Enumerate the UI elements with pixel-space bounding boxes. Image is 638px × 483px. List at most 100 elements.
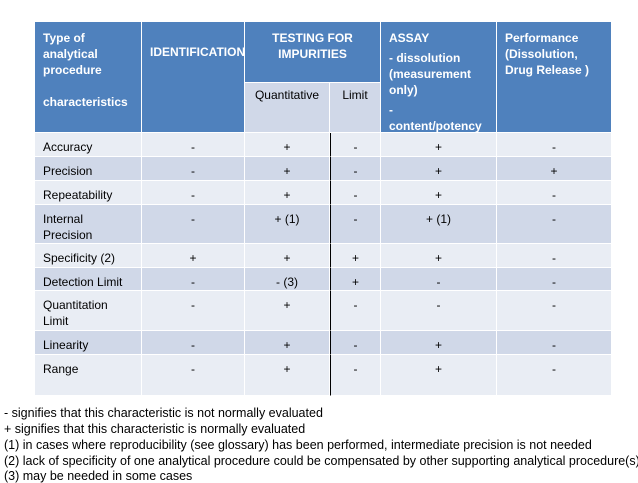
body-cell: - [330, 291, 381, 331]
cell-text: + (1) [274, 212, 300, 226]
body-cell: + [381, 331, 497, 355]
cell-text: - [353, 188, 358, 202]
cell-text: - [353, 164, 358, 178]
cell-text: - [191, 212, 195, 226]
body-cell: Internal Precision [35, 205, 142, 244]
body-cell: + [245, 331, 330, 355]
body-cell: + [245, 355, 330, 396]
cell-text: + [283, 164, 291, 178]
cell-text: - [436, 298, 441, 312]
cell-text: + [351, 275, 359, 289]
subheader-cell: Limit [330, 83, 381, 133]
cell-text: IDENTIFICATION [150, 45, 246, 59]
cell-text: - [552, 275, 556, 289]
body-cell: Linearity [35, 331, 142, 355]
cell-text: TESTING FOR IMPURITIES [272, 31, 353, 61]
body-cell: - [330, 331, 381, 355]
body-cell: + [497, 157, 612, 181]
body-cell: - [497, 205, 612, 244]
body-cell: - [330, 181, 381, 205]
body-cell: - [142, 181, 245, 205]
cell-text: - [191, 188, 195, 202]
body-cell: - [497, 244, 612, 268]
cell-text: + [434, 164, 442, 178]
body-cell: Range [35, 355, 142, 396]
cell-text: - [552, 251, 556, 265]
footnote: (1) in cases where reproducibility (see … [4, 438, 592, 452]
footnote: - signifies that this characteristic is … [4, 406, 323, 420]
cell-text: - [191, 164, 195, 178]
body-cell: - [497, 291, 612, 331]
cell-text: + [434, 140, 442, 154]
body-cell: + (1) [381, 205, 497, 244]
cell-text: Quantitative [254, 88, 320, 102]
body-cell: Quantitation Limit [35, 291, 142, 331]
body-cell: + [381, 244, 497, 268]
cell-text: - [353, 298, 358, 312]
cell-text: Range [43, 362, 79, 376]
cell-text: - [191, 338, 195, 352]
cell-text: + [434, 188, 442, 202]
cell-text: - [552, 188, 556, 202]
header-cell: TESTING FOR IMPURITIES [245, 22, 381, 83]
cell-text: - [436, 275, 441, 289]
body-cell: Specificity (2) [35, 244, 142, 268]
cell-text: - [552, 362, 556, 376]
body-cell: + [330, 268, 381, 291]
footnote: (2) lack of specificity of one analytica… [4, 454, 638, 468]
cell-text: + [434, 362, 442, 376]
cell-text: + [351, 251, 359, 265]
cell-text: Repeatability [43, 188, 113, 202]
body-cell: Accuracy [35, 133, 142, 157]
header-cell: ASSAY - dissolution (measurement only) - c… [381, 22, 497, 133]
cell-text: - dissolution (measurement only) [389, 51, 472, 97]
cell-text: Precision [43, 164, 93, 178]
cell-text: + [550, 164, 558, 178]
body-cell: + [245, 157, 330, 181]
body-cell: + [381, 355, 497, 396]
body-cell: - [330, 205, 381, 244]
body-cell: - [497, 355, 612, 396]
body-cell: + [330, 244, 381, 268]
cell-text: + (1) [425, 212, 451, 226]
cell-text: Specificity (2) [43, 251, 116, 265]
body-cell: - [142, 291, 245, 331]
body-cell: - [330, 157, 381, 181]
cell-text: characteristics [43, 95, 128, 109]
body-cell: + (1) [245, 205, 330, 244]
header-cell: IDENTIFICATION [142, 22, 245, 133]
cell-text: - [191, 298, 195, 312]
body-cell: + [245, 291, 330, 331]
cell-text: - [191, 275, 195, 289]
body-cell: - [497, 133, 612, 157]
cell-text: - [552, 212, 556, 226]
subheader-cell: Quantitative [245, 83, 330, 133]
cell-text: + [283, 298, 291, 312]
cell-text: + [283, 188, 291, 202]
body-cell: + [245, 244, 330, 268]
body-cell: - [497, 268, 612, 291]
body-cell: - [381, 268, 497, 291]
body-cell: - [142, 331, 245, 355]
body-cell: - [497, 181, 612, 205]
cell-text: - [353, 140, 358, 154]
cell-text: Type of analytical procedure [43, 31, 102, 77]
cell-text: ASSAY [389, 31, 430, 45]
footnote: (3) may be needed in some cases [4, 469, 193, 483]
footnote: + signifies that this characteristic is … [4, 422, 306, 436]
body-cell: - [330, 355, 381, 396]
cell-text: Accuracy [43, 140, 93, 154]
body-cell: + [381, 133, 497, 157]
cell-text: + [283, 338, 291, 352]
cell-text: - [552, 338, 556, 352]
cell-text: - [552, 298, 556, 312]
body-cell: Repeatability [35, 181, 142, 205]
cell-text: + [434, 251, 442, 265]
cell-text: Performance (Dissolution, Drug Release ) [505, 31, 590, 77]
cell-text: + [283, 251, 291, 265]
body-cell: - [381, 291, 497, 331]
body-cell: Detection Limit [35, 268, 142, 291]
cell-text: - [353, 362, 358, 376]
body-cell: - [142, 205, 245, 244]
